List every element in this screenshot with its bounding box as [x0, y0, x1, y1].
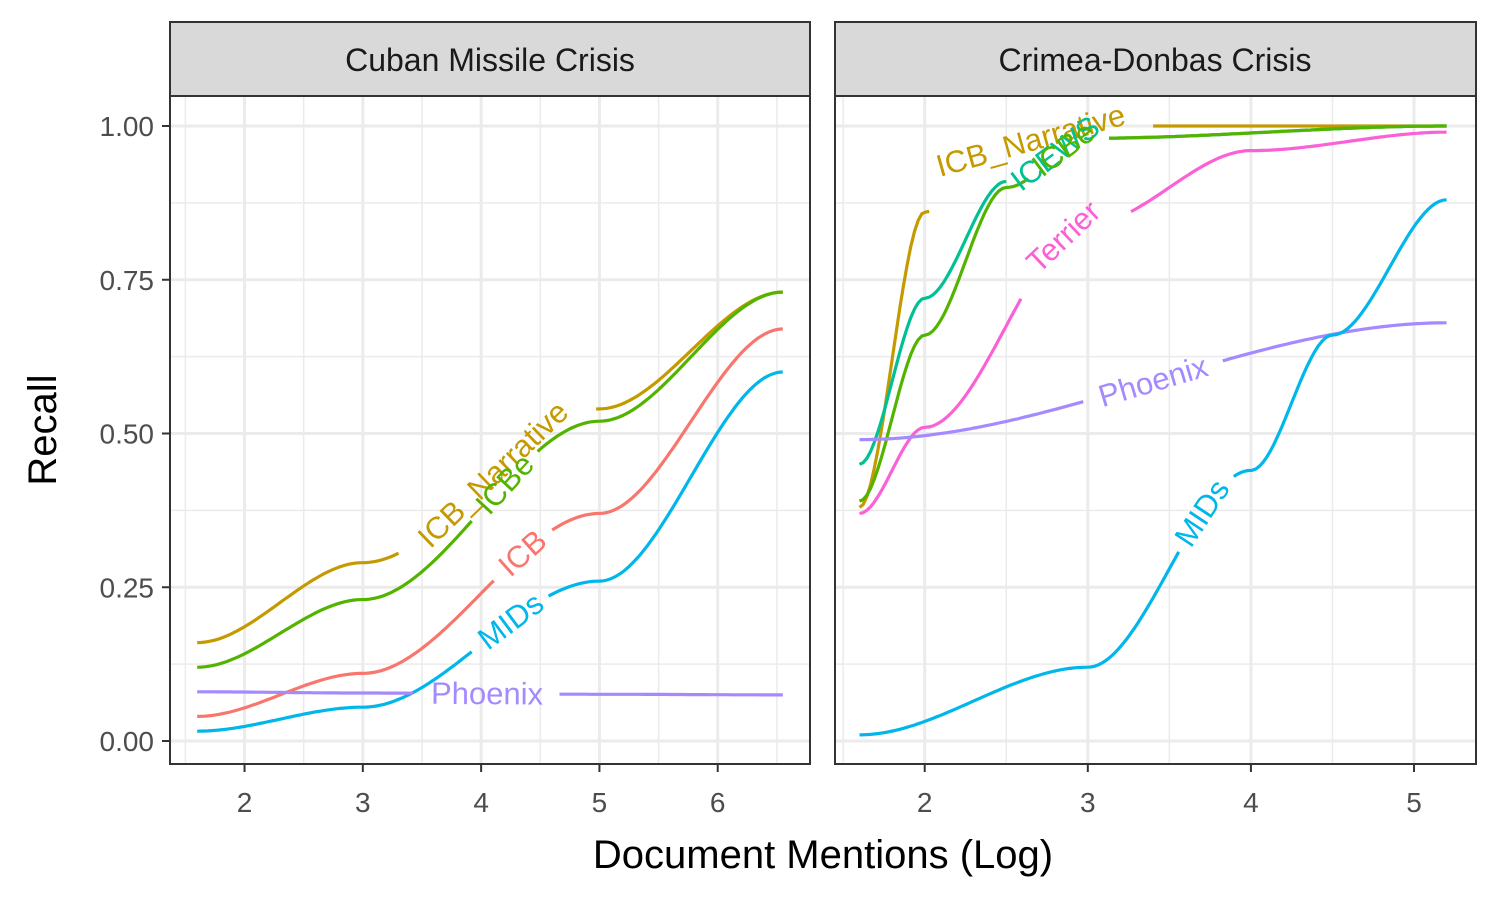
- gridlines: [170, 96, 810, 764]
- x-tick-label: 2: [237, 787, 253, 818]
- x-axis-ticks: 2 3 4 5: [917, 764, 1422, 818]
- y-tick-label: 1.00: [100, 111, 155, 142]
- series-label-phoenix: Phoenix: [431, 676, 544, 712]
- facet-strip-title: Cuban Missile Crisis: [345, 42, 635, 78]
- y-tick-label: 0.75: [100, 265, 155, 296]
- y-tick-label: 0.50: [100, 419, 155, 450]
- series-line-icb: [197, 327, 783, 718]
- series-lines: [197, 290, 783, 733]
- y-tick-label: 0.00: [100, 726, 155, 757]
- x-tick-label: 4: [1243, 787, 1259, 818]
- x-axis-ticks: 2 3 4 5 6: [237, 764, 726, 818]
- x-tick-label: 4: [473, 787, 489, 818]
- x-tick-label: 3: [1080, 787, 1096, 818]
- x-tick-label: 5: [592, 787, 608, 818]
- series-line-mids: [197, 370, 783, 733]
- y-axis: 0.00 0.25 0.50 0.75 1.00: [100, 111, 170, 757]
- facet-strip-title: Crimea-Donbas Crisis: [999, 42, 1312, 78]
- facet-strip: [834, 21, 1477, 97]
- panel-crimea-donbas-crisis: ICB_NarrativeICEWSICBeTerrierPhoenixMIDs…: [834, 21, 1477, 818]
- y-tick-label: 0.25: [100, 572, 155, 603]
- x-tick-label: 2: [917, 787, 933, 818]
- series-line-icbe: [858, 124, 1447, 503]
- x-tick-label: 6: [710, 787, 726, 818]
- series-line-icbe: [197, 290, 783, 669]
- facet-strip: [169, 21, 811, 97]
- x-axis-title: Document Mentions (Log): [593, 833, 1053, 877]
- series-line-terrier: [859, 130, 1447, 516]
- series-line-mids: [859, 198, 1447, 737]
- panel-background: [170, 96, 810, 764]
- series-line-phoenix: [197, 690, 783, 697]
- x-tick-label: 5: [1406, 787, 1422, 818]
- x-tick-label: 3: [355, 787, 371, 818]
- y-axis-title: Recall: [21, 374, 65, 485]
- series-lines: [858, 124, 1447, 737]
- panel-background: [835, 96, 1476, 764]
